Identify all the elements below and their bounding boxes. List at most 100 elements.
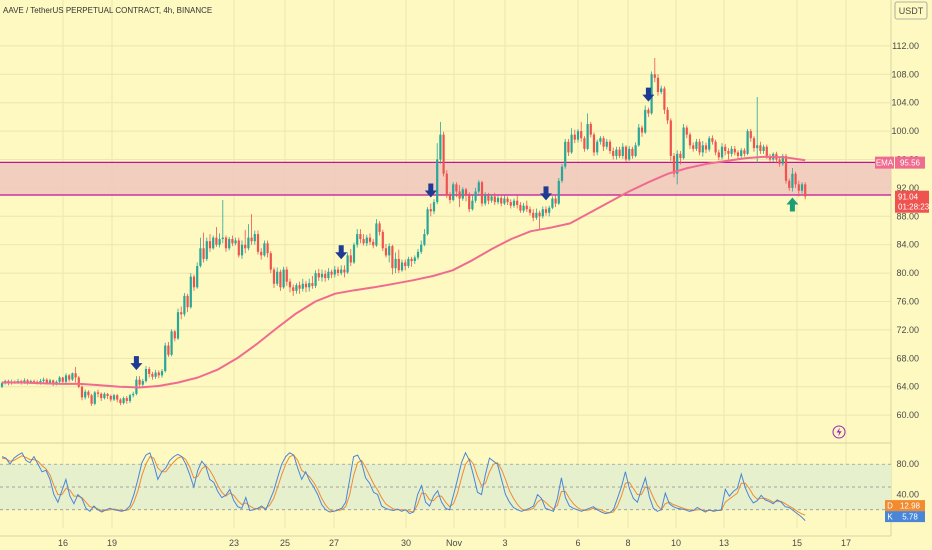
candle — [119, 398, 122, 406]
candle-body — [452, 184, 455, 200]
candle — [653, 57, 656, 83]
candle — [144, 366, 148, 383]
candle — [608, 139, 612, 154]
candle — [522, 202, 525, 213]
candle-body — [173, 331, 176, 339]
candle-body — [621, 146, 624, 156]
candle — [464, 187, 468, 202]
candle — [727, 148, 730, 160]
candle — [397, 249, 400, 274]
candle — [324, 270, 327, 282]
candle — [215, 226, 218, 247]
candle-body — [64, 375, 68, 382]
candle-body — [26, 380, 29, 383]
candle-body — [663, 88, 666, 110]
price-tick-label: 64.00 — [896, 382, 919, 392]
candle — [583, 136, 586, 152]
lightning-icon[interactable] — [832, 425, 846, 439]
candle — [560, 163, 564, 183]
candle — [525, 200, 528, 213]
candle-body — [61, 377, 64, 382]
candle-body — [800, 184, 804, 191]
candle — [272, 267, 276, 289]
candle-body — [794, 173, 797, 185]
candle — [122, 396, 125, 405]
candle-body — [551, 198, 554, 208]
candle-body — [45, 379, 48, 383]
candle-body — [244, 244, 247, 249]
candle-body — [368, 237, 372, 242]
candle-body — [400, 262, 404, 271]
candle-body — [519, 204, 522, 211]
price-tick-label: 112.00 — [892, 41, 919, 51]
candle — [285, 266, 288, 286]
time-tick-label: 8 — [625, 538, 630, 548]
candle — [618, 146, 621, 159]
candle — [500, 194, 503, 207]
candle-body — [272, 269, 276, 284]
candle-body — [148, 368, 151, 374]
candle-body — [570, 134, 573, 153]
candle-body — [343, 269, 346, 273]
candle — [164, 342, 167, 373]
candle-body — [295, 285, 298, 291]
candle — [196, 262, 199, 289]
time-tick-label: 6 — [575, 538, 580, 548]
candle — [128, 393, 132, 404]
candle-body — [253, 234, 256, 242]
candle-body — [301, 283, 304, 289]
candle — [516, 195, 519, 209]
candle-body — [144, 368, 148, 382]
candle-body — [314, 273, 317, 286]
candle-body — [778, 159, 781, 164]
candle-body — [538, 212, 541, 217]
candle — [749, 128, 752, 142]
candle-body — [199, 248, 202, 267]
candle — [628, 146, 631, 161]
candle — [682, 123, 685, 160]
down-arrow-signal — [540, 186, 552, 201]
candle-body — [157, 372, 160, 376]
candle-body — [218, 239, 221, 245]
candle — [394, 252, 397, 274]
candle — [224, 235, 228, 252]
candle — [631, 146, 634, 159]
candle-body — [788, 180, 791, 188]
candle-body — [784, 155, 788, 181]
candle — [452, 182, 455, 202]
candle-body — [212, 237, 215, 249]
candle — [778, 157, 781, 167]
candle — [388, 243, 391, 263]
price-tick-label: 84.00 — [896, 240, 919, 250]
candle-body — [365, 237, 368, 244]
candle-body — [624, 146, 628, 160]
candle-body — [154, 372, 157, 377]
candle-body — [234, 240, 237, 244]
candle — [551, 196, 554, 210]
candle-body — [471, 200, 474, 210]
candle — [557, 177, 560, 205]
candle — [666, 106, 669, 124]
candle — [234, 237, 237, 246]
price-tick-label: 68.00 — [896, 353, 919, 363]
candle — [391, 244, 394, 275]
candle — [250, 214, 253, 245]
candle-body — [669, 120, 672, 156]
candle — [669, 118, 672, 161]
candle-body — [634, 145, 637, 156]
candle — [714, 139, 717, 156]
price-axis: 112.00108.00104.00100.0096.0092.0088.008… — [875, 24, 932, 536]
candle — [573, 129, 576, 144]
candle-body — [391, 246, 394, 269]
candle-body — [170, 331, 173, 355]
candle-body — [781, 155, 784, 164]
candle-body — [500, 197, 503, 204]
candle — [157, 370, 160, 379]
currency-button[interactable]: USDT — [894, 1, 928, 20]
candle — [304, 280, 308, 293]
candle-body — [413, 257, 416, 262]
candle — [743, 148, 746, 157]
candle-body — [404, 262, 407, 267]
candle-body — [487, 195, 490, 201]
